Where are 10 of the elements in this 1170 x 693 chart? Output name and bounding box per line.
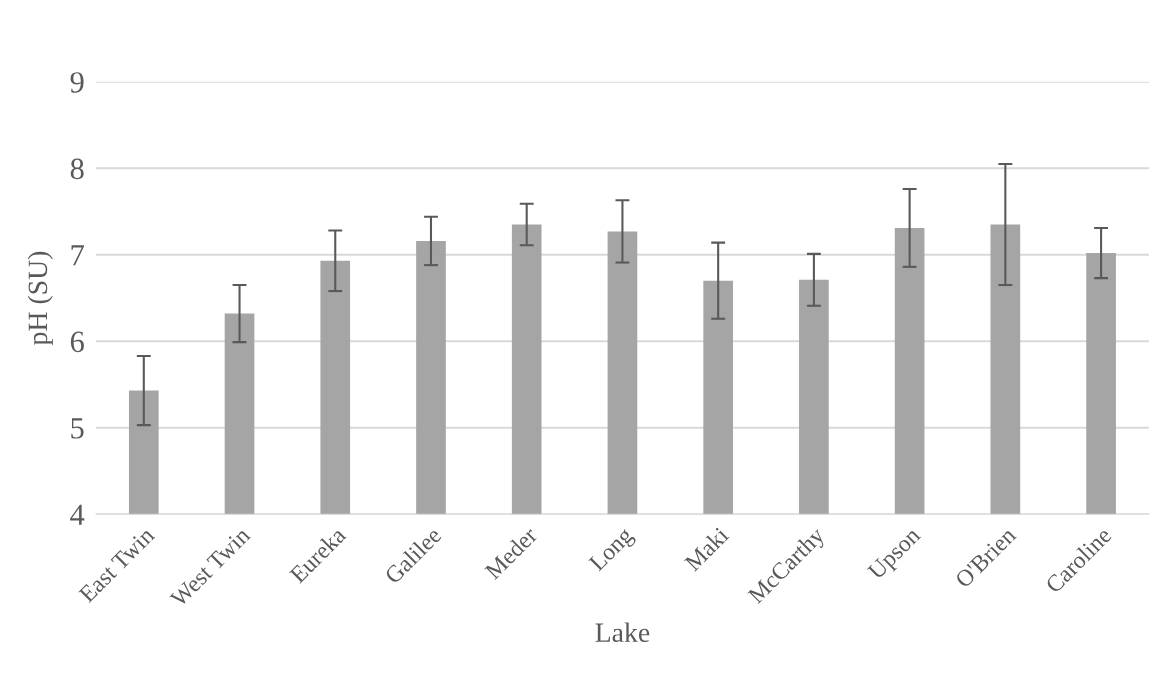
x-tick-label: East Twin [78, 526, 156, 604]
y-tick-label: 5 [71, 418, 84, 439]
y-tick-label: 8 [70, 158, 84, 180]
y-tick-label: 9 [70, 72, 84, 93]
x-axis-title: Lake [595, 622, 650, 643]
y-tick-label: 4 [70, 504, 85, 525]
x-tick-label: West Twin [169, 526, 252, 609]
y-tick-label: 6 [70, 331, 84, 353]
y-axis-title: pH (SU) [27, 251, 53, 345]
y-tick-label: 7 [71, 245, 84, 266]
